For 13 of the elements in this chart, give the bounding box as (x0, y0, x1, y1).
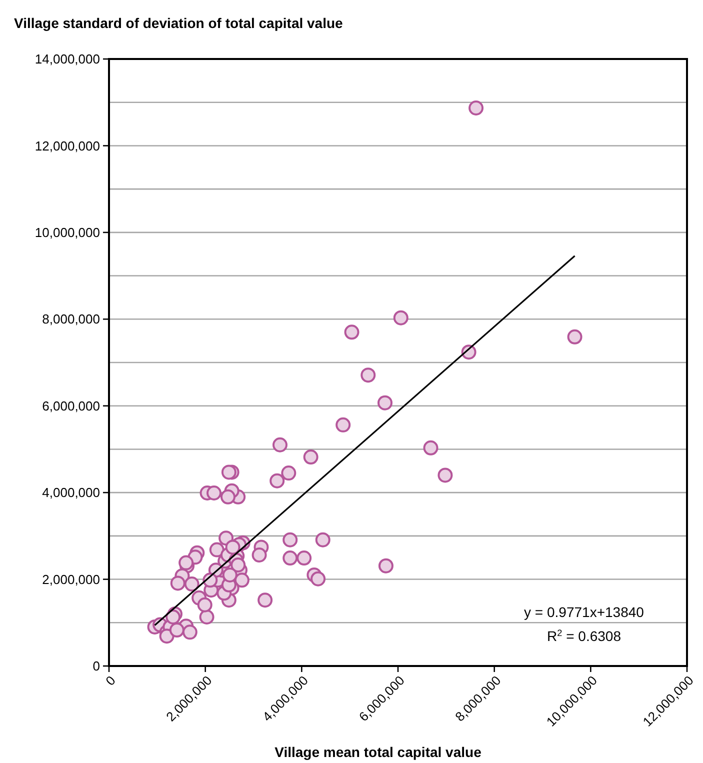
y-tick-label: 6,000,000 (42, 398, 100, 414)
annotation: y = 0.9771x+13840 (524, 604, 644, 620)
y-tick-label: 4,000,000 (42, 485, 100, 500)
annotation: R$^{2}$ = 0.6308 (547, 628, 622, 644)
x-tick-label: 0 (102, 672, 118, 688)
y-tick-label: 8,000,000 (42, 312, 100, 327)
y-tick-label: 10,000,000 (34, 224, 100, 240)
y-tick-label: 14,000,000 (34, 52, 100, 67)
y-tick-label: 2,000,000 (42, 572, 100, 587)
x-axis-title: Village mean total capital value (274, 744, 482, 760)
chart-title: Village standard of deviation of total capital value (14, 15, 344, 31)
y-tick-label: 0 (92, 658, 100, 674)
y-tick-label: 12,000,000 (34, 138, 100, 154)
